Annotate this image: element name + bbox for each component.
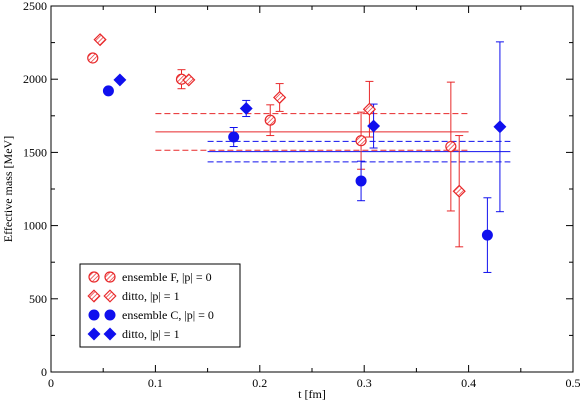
x-tick-label: 0.2 — [252, 376, 267, 390]
data-point — [445, 140, 457, 153]
fit-bands — [155, 113, 511, 163]
legend-marker — [104, 309, 116, 321]
data-point — [355, 175, 367, 187]
legend-marker — [87, 289, 101, 303]
data-point — [113, 73, 127, 87]
data-point — [182, 73, 196, 87]
y-tick-label: 1000 — [23, 219, 47, 233]
x-tick-label: 0.5 — [566, 376, 581, 390]
data-point — [239, 102, 253, 115]
data-point — [493, 120, 507, 134]
data-point — [264, 114, 276, 126]
x-tick-label: 0.1 — [148, 376, 163, 390]
data-point — [481, 229, 493, 241]
y-tick-label: 2500 — [23, 0, 47, 13]
data-point — [452, 184, 466, 198]
x-tick-label: 0.4 — [461, 376, 476, 390]
data-point — [102, 85, 114, 97]
legend-entry-label: ensemble C, |p| = 0 — [122, 308, 214, 322]
y-tick-label: 1500 — [23, 145, 47, 159]
legend-entry-label: ditto, |p| = 1 — [122, 327, 180, 341]
legend-marker — [88, 309, 100, 321]
data-point — [228, 131, 240, 143]
y-axis-label: Effective mass [MeV] — [1, 136, 15, 242]
x-axis-label: t [fm] — [298, 387, 326, 401]
y-tick-label: 2000 — [23, 72, 47, 86]
legend-entry-label: ensemble F, |p| = 0 — [122, 270, 212, 284]
legend-marker — [103, 289, 117, 303]
data-point — [93, 33, 107, 47]
legend: ensemble F, |p| = 0 ditto, |p| = 1 ensembl… — [79, 263, 241, 348]
legend-marker — [87, 327, 101, 341]
legend-marker — [104, 271, 116, 283]
axis-ticks: 0 0.1 0.2 0.3 0.4 0.5 0 500 1000 1500 2000 2500 — [23, 0, 581, 390]
data-point — [87, 52, 99, 64]
y-tick-label: 0 — [41, 365, 47, 379]
x-tick-label: 0 — [48, 376, 54, 390]
data-point — [273, 90, 287, 105]
data-point — [367, 119, 381, 133]
data-point — [362, 102, 377, 116]
x-tick-label: 0.3 — [357, 376, 372, 390]
data-markers — [87, 33, 507, 241]
legend-marker — [88, 271, 100, 283]
legend-marker — [103, 327, 117, 341]
data-point — [355, 135, 367, 147]
y-tick-label: 500 — [29, 292, 47, 306]
error-bars — [177, 41, 504, 273]
legend-entry-label: ditto, |p| = 1 — [122, 289, 180, 303]
